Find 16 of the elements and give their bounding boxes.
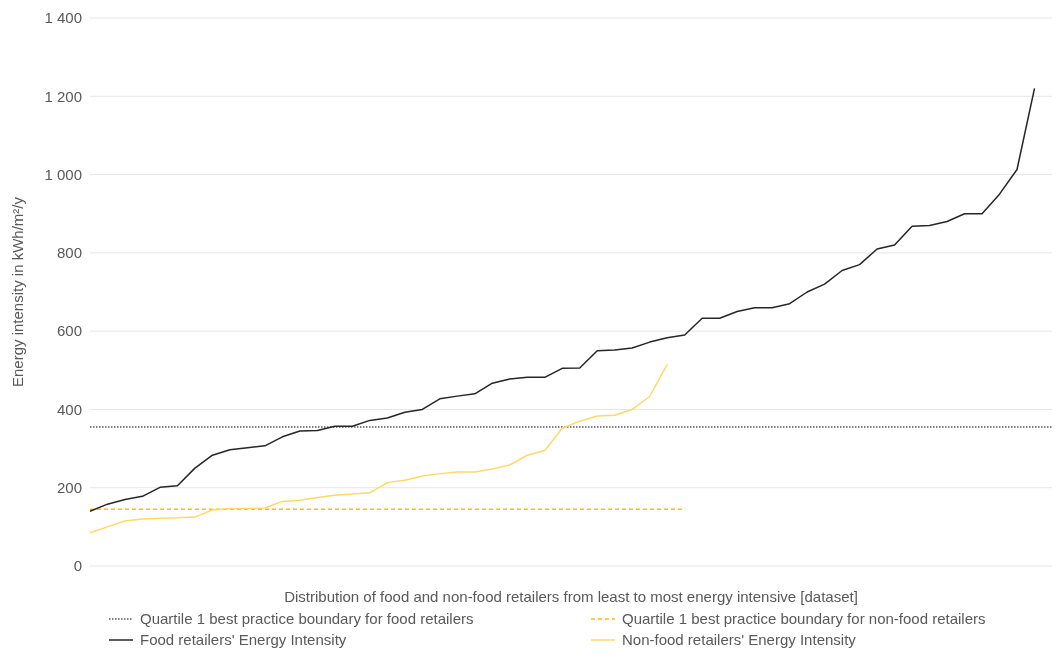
- y-tick-label: 1 200: [44, 87, 82, 105]
- y-tick-label: 1 000: [44, 165, 82, 183]
- legend-label: Food retailers' Energy Intensity: [140, 631, 347, 648]
- y-tick-label: 800: [56, 244, 82, 262]
- y-tick-label: 1 400: [44, 9, 82, 27]
- legend-label: Non-food retailers' Energy Intensity: [622, 631, 856, 648]
- y-axis-title: Energy intensity in kWh/m²/y: [9, 196, 27, 388]
- x-axis-title: Distribution of food and non-food retailers from least to most energy intensive [dataset]: [284, 588, 858, 605]
- y-tick-label: 400: [56, 400, 82, 418]
- line-series: [89, 87, 1036, 512]
- y-tick-label: 200: [56, 479, 82, 497]
- legend-label: Quartile 1 best practice boundary for non-food retailers: [622, 610, 986, 627]
- y-tick-label: 0: [73, 557, 82, 575]
- legend-label: Quartile 1 best practice boundary for food retailers: [140, 610, 474, 627]
- line-series: [89, 363, 668, 534]
- y-tick-label: 600: [56, 322, 82, 340]
